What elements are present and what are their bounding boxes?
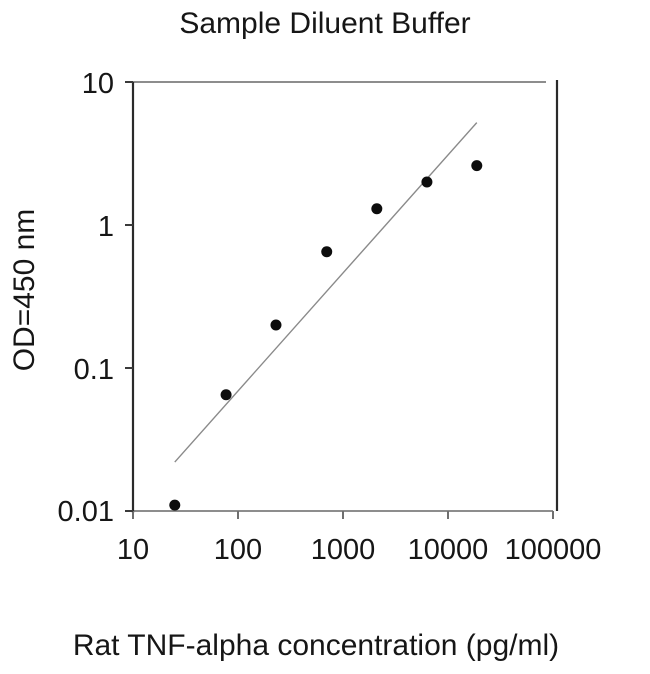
data-point bbox=[371, 203, 383, 215]
data-point bbox=[270, 319, 282, 331]
data-point bbox=[421, 176, 433, 188]
y-tick-label: 10 bbox=[82, 68, 114, 100]
x-tick-label: 10 bbox=[117, 534, 149, 566]
y-tick-label: 0.1 bbox=[74, 354, 114, 386]
data-point bbox=[321, 246, 333, 258]
data-point bbox=[169, 499, 181, 511]
data-layer bbox=[169, 122, 483, 511]
x-tick-label: 100000 bbox=[505, 534, 602, 566]
y-tick-label: 0.01 bbox=[58, 496, 114, 528]
chart-title: Sample Diluent Buffer bbox=[179, 7, 470, 40]
x-tick-label: 100 bbox=[214, 534, 262, 566]
series-fit-line bbox=[174, 122, 478, 463]
y-axis-title: OD=450 nm bbox=[8, 209, 41, 372]
x-tick-labels: 10 100 1000 10000 100000 bbox=[117, 534, 602, 566]
data-point bbox=[471, 160, 483, 172]
x-ticks bbox=[132, 511, 554, 519]
y-ticks bbox=[125, 81, 133, 512]
x-tick-label: 10000 bbox=[408, 534, 489, 566]
x-tick-label: 1000 bbox=[311, 534, 376, 566]
y-tick-labels: 10 1 0.1 0.01 bbox=[58, 68, 114, 528]
x-axis-title: Rat TNF-alpha concentration (pg/ml) bbox=[73, 629, 559, 662]
data-point bbox=[220, 389, 232, 401]
y-tick-label: 1 bbox=[98, 211, 114, 243]
